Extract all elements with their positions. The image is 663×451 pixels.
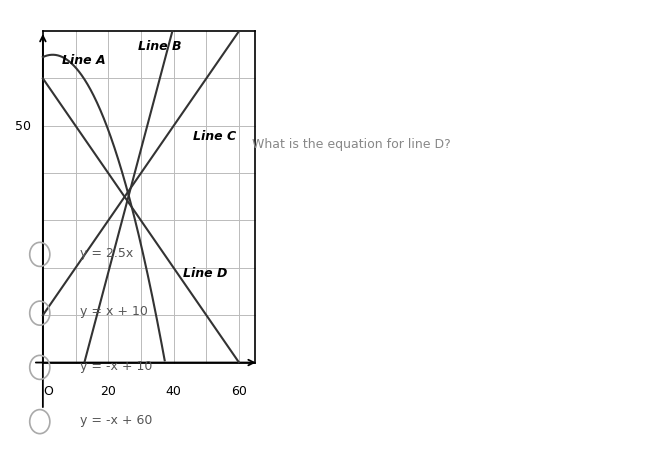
Text: 40: 40	[166, 384, 182, 397]
Text: y = x + 10: y = x + 10	[80, 305, 147, 318]
Text: 60: 60	[231, 384, 247, 397]
Text: y = -x + 60: y = -x + 60	[80, 413, 152, 426]
Text: Line C: Line C	[194, 129, 237, 143]
Text: O: O	[43, 384, 53, 397]
Text: 50: 50	[15, 120, 31, 133]
Text: Line A: Line A	[62, 54, 106, 67]
Text: y = 2.5x: y = 2.5x	[80, 246, 133, 259]
Text: Line B: Line B	[138, 40, 181, 53]
Text: y = -x + 10: y = -x + 10	[80, 359, 152, 372]
Text: What is the equation for line D?: What is the equation for line D?	[252, 138, 451, 151]
Text: Line D: Line D	[184, 267, 228, 280]
Text: 20: 20	[100, 384, 116, 397]
